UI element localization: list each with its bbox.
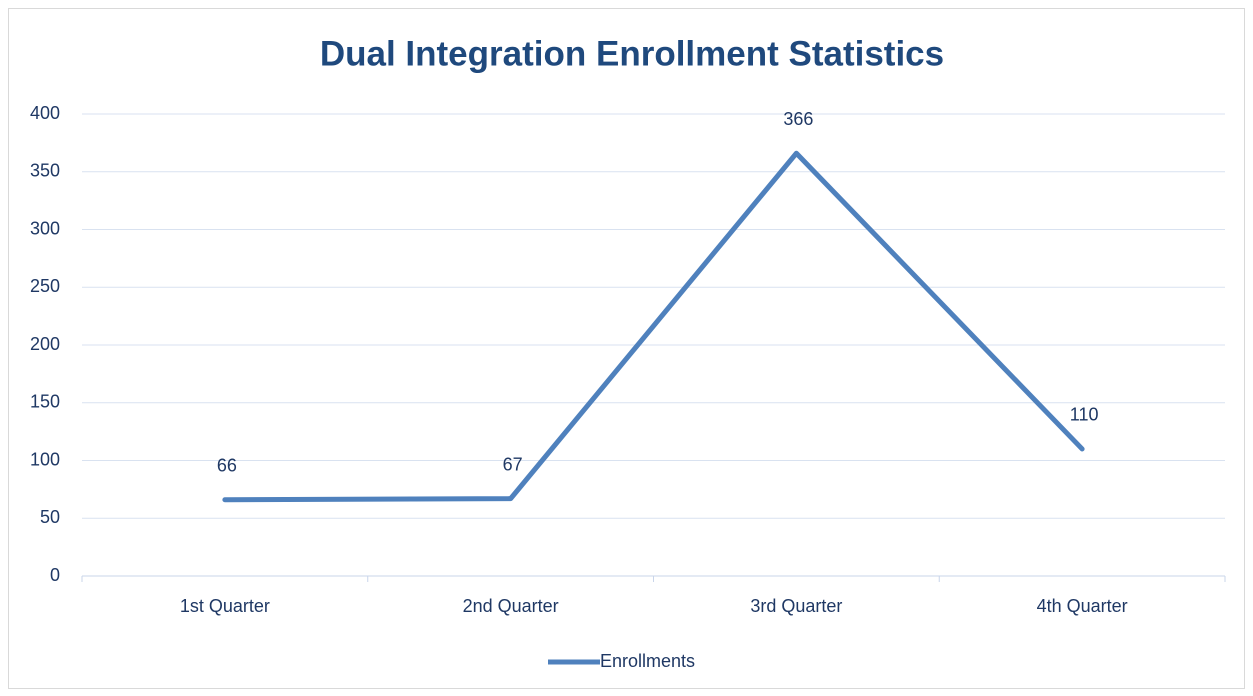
y-tick-label: 150 [30, 392, 60, 412]
x-tick-label: 1st Quarter [180, 596, 270, 616]
series-line [222, 150, 1085, 503]
x-tick-label: 3rd Quarter [750, 596, 842, 616]
y-tick-label: 250 [30, 276, 60, 296]
y-tick-label: 200 [30, 334, 60, 354]
y-tick-label: 400 [30, 103, 60, 123]
legend-label: Enrollments [600, 651, 695, 671]
y-tick-label: 50 [40, 507, 60, 527]
chart-title: Dual Integration Enrollment Statistics [320, 34, 944, 73]
data-label: 366 [783, 109, 813, 129]
x-tick-label: 4th Quarter [1037, 596, 1128, 616]
x-tick-label: 2nd Quarter [463, 596, 559, 616]
y-tick-label: 0 [50, 565, 60, 585]
y-tick-label: 100 [30, 449, 60, 469]
data-label: 67 [503, 454, 523, 474]
data-label: 66 [217, 456, 237, 476]
y-tick-label: 350 [30, 161, 60, 181]
data-label: 110 [1070, 405, 1099, 425]
y-tick-label: 300 [30, 218, 60, 238]
chart-border [8, 8, 1245, 689]
